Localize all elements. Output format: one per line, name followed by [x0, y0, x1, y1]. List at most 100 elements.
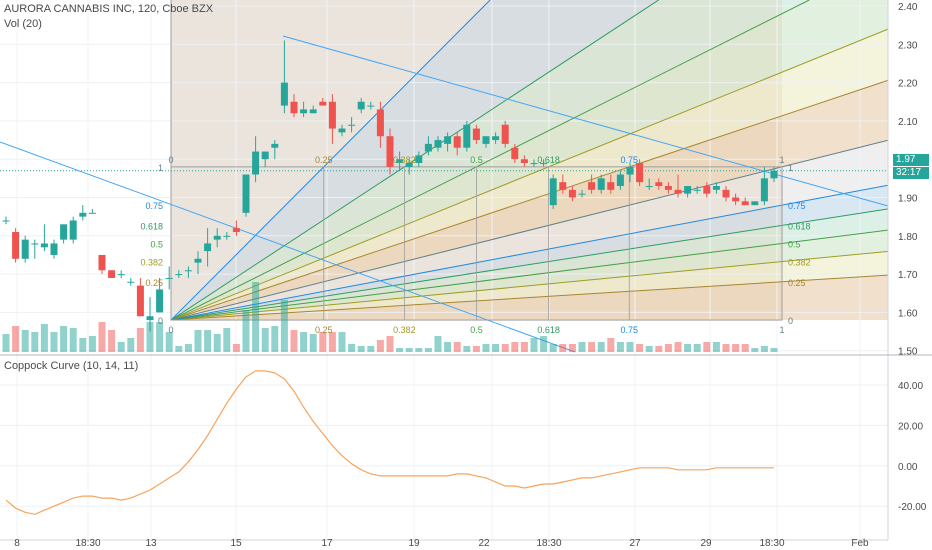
candle [309, 105, 317, 114]
candle-body [357, 101, 365, 110]
candle [588, 174, 596, 194]
volume-bar [655, 346, 663, 352]
volume-bar [69, 328, 77, 352]
candle-body [472, 128, 480, 141]
candle-body [520, 159, 528, 164]
coppock-legend[interactable]: Coppock Curve (10, 14, 11) [4, 360, 139, 372]
volume-bar [261, 328, 269, 352]
volume-bar [386, 336, 394, 352]
candle [338, 124, 346, 137]
x-tick-label: 18:30 [75, 538, 100, 549]
candle [357, 97, 365, 114]
volume-bar [405, 348, 413, 352]
candle [540, 159, 548, 167]
trend-lines [0, 35, 889, 353]
fan-label: 0.75 [620, 325, 638, 335]
fan-label: 1 [158, 163, 163, 173]
volume-bar [242, 310, 250, 352]
y-tick-label: -20.00 [898, 502, 927, 513]
candle-body [146, 316, 154, 321]
volume-bar [2, 334, 10, 352]
volume-bar [463, 346, 471, 352]
candle-body [31, 243, 39, 245]
candle-body [501, 124, 509, 144]
candle [12, 228, 20, 263]
volume-bar [338, 332, 346, 352]
candle-body [578, 193, 586, 195]
volume-bar [703, 342, 711, 352]
candle [348, 117, 356, 133]
candle-body [69, 220, 77, 240]
y-tick-label: 1.70 [898, 270, 918, 281]
candle-body [386, 136, 394, 167]
volume-bar [664, 344, 672, 352]
fan-label: 0.618 [537, 325, 560, 335]
volume-bar [165, 332, 173, 352]
y-tick-label: 1.80 [898, 232, 918, 243]
candle [2, 216, 10, 225]
candle [31, 239, 39, 259]
candle-body [223, 235, 231, 237]
candle-body [674, 189, 682, 194]
candle [40, 224, 48, 252]
volume-bar [559, 344, 567, 352]
trend-line [282, 35, 889, 207]
volume-bar [549, 344, 557, 352]
candle [117, 270, 125, 278]
candle [655, 178, 663, 190]
fan-label: 0.75 [788, 201, 806, 211]
candle [252, 136, 260, 183]
candle [751, 201, 759, 206]
candle-body [60, 224, 68, 240]
candle-body [396, 159, 404, 164]
candle-body [271, 143, 279, 148]
y-tick-label: 2.20 [898, 79, 918, 90]
candle-body [664, 186, 672, 190]
volume-bar [271, 326, 279, 352]
candle-body [760, 178, 768, 202]
candle [549, 174, 557, 209]
candle-body [175, 274, 183, 276]
candle-body [684, 186, 692, 194]
y-tick-label: 1.90 [898, 194, 918, 205]
fan-line [170, 0, 491, 321]
candle-body [415, 155, 423, 164]
candle [607, 174, 615, 194]
volume-bar [108, 330, 116, 352]
volume-bar [40, 324, 48, 352]
volume-bar [770, 348, 778, 352]
candle-body [338, 128, 346, 133]
x-tick-label: 19 [408, 538, 420, 549]
candle-body [463, 124, 471, 148]
candle-body [693, 189, 701, 191]
candle-body [770, 170, 778, 179]
candle [396, 151, 404, 171]
candle [693, 186, 701, 194]
volume-bar [492, 344, 500, 352]
candle [415, 151, 423, 167]
candle [684, 186, 692, 198]
volume-bar [396, 348, 404, 352]
fan-line [170, 184, 891, 321]
volume-bar [511, 342, 519, 352]
volume-bar [520, 342, 528, 352]
symbol-title[interactable]: AURORA CANNABIS INC, 120, Cboe BZX [4, 3, 214, 15]
volume-legend[interactable]: Vol (20) [4, 18, 42, 30]
fan-label: 1 [779, 325, 784, 335]
candle-body [511, 147, 519, 160]
candle-body [741, 201, 749, 206]
candle-body [232, 228, 240, 232]
volume-bar [252, 282, 260, 352]
volume-bar [156, 322, 164, 352]
candle [741, 197, 749, 206]
volume-bar [223, 328, 231, 352]
fan-label: 0.382 [393, 155, 416, 165]
candle [722, 186, 730, 202]
x-tick-label: 13 [145, 538, 157, 549]
fan-label: 0.25 [315, 155, 333, 165]
candle [261, 151, 269, 167]
candle [290, 94, 298, 118]
candle-body [242, 174, 250, 213]
candle-body [559, 182, 567, 190]
